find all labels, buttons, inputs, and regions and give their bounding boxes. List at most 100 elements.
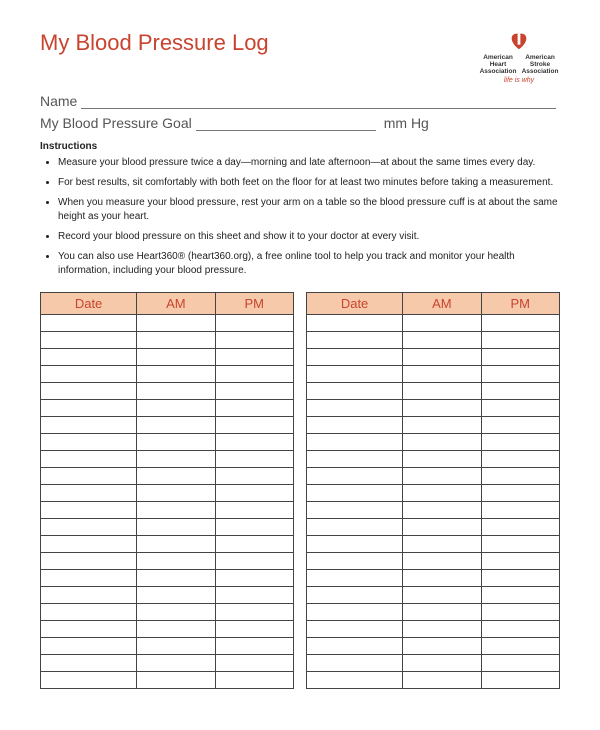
goal-input-line[interactable]	[196, 117, 376, 131]
table-cell[interactable]	[481, 485, 559, 502]
table-cell[interactable]	[215, 383, 293, 400]
table-cell[interactable]	[481, 349, 559, 366]
table-cell[interactable]	[41, 383, 137, 400]
table-cell[interactable]	[403, 604, 481, 621]
table-cell[interactable]	[481, 366, 559, 383]
table-cell[interactable]	[41, 366, 137, 383]
table-cell[interactable]	[403, 638, 481, 655]
table-cell[interactable]	[137, 621, 215, 638]
table-cell[interactable]	[403, 366, 481, 383]
table-cell[interactable]	[137, 332, 215, 349]
table-cell[interactable]	[41, 621, 137, 638]
table-cell[interactable]	[307, 485, 403, 502]
table-cell[interactable]	[481, 621, 559, 638]
table-cell[interactable]	[403, 502, 481, 519]
table-cell[interactable]	[215, 655, 293, 672]
table-cell[interactable]	[307, 434, 403, 451]
table-cell[interactable]	[215, 332, 293, 349]
table-cell[interactable]	[41, 315, 137, 332]
table-cell[interactable]	[137, 315, 215, 332]
table-cell[interactable]	[403, 672, 481, 689]
table-cell[interactable]	[403, 587, 481, 604]
table-cell[interactable]	[481, 604, 559, 621]
table-cell[interactable]	[307, 451, 403, 468]
table-cell[interactable]	[481, 468, 559, 485]
table-cell[interactable]	[41, 519, 137, 536]
table-cell[interactable]	[403, 383, 481, 400]
table-cell[interactable]	[215, 621, 293, 638]
table-cell[interactable]	[41, 502, 137, 519]
table-cell[interactable]	[403, 315, 481, 332]
table-cell[interactable]	[137, 417, 215, 434]
table-cell[interactable]	[215, 536, 293, 553]
table-cell[interactable]	[137, 655, 215, 672]
table-cell[interactable]	[403, 417, 481, 434]
table-cell[interactable]	[215, 468, 293, 485]
table-cell[interactable]	[137, 383, 215, 400]
table-cell[interactable]	[307, 468, 403, 485]
table-cell[interactable]	[215, 519, 293, 536]
table-cell[interactable]	[307, 349, 403, 366]
table-cell[interactable]	[137, 604, 215, 621]
table-cell[interactable]	[215, 434, 293, 451]
table-cell[interactable]	[215, 485, 293, 502]
table-cell[interactable]	[137, 468, 215, 485]
table-cell[interactable]	[403, 519, 481, 536]
table-cell[interactable]	[41, 638, 137, 655]
table-cell[interactable]	[307, 366, 403, 383]
table-cell[interactable]	[137, 349, 215, 366]
table-cell[interactable]	[307, 638, 403, 655]
table-cell[interactable]	[481, 536, 559, 553]
table-cell[interactable]	[481, 434, 559, 451]
table-cell[interactable]	[481, 672, 559, 689]
table-cell[interactable]	[481, 383, 559, 400]
table-cell[interactable]	[215, 315, 293, 332]
table-cell[interactable]	[137, 519, 215, 536]
table-cell[interactable]	[403, 621, 481, 638]
table-cell[interactable]	[41, 332, 137, 349]
table-cell[interactable]	[41, 604, 137, 621]
table-cell[interactable]	[307, 570, 403, 587]
table-cell[interactable]	[481, 502, 559, 519]
table-cell[interactable]	[307, 587, 403, 604]
table-cell[interactable]	[215, 502, 293, 519]
table-cell[interactable]	[307, 519, 403, 536]
table-cell[interactable]	[481, 570, 559, 587]
table-cell[interactable]	[481, 451, 559, 468]
table-cell[interactable]	[215, 587, 293, 604]
table-cell[interactable]	[137, 502, 215, 519]
table-cell[interactable]	[41, 417, 137, 434]
table-cell[interactable]	[215, 570, 293, 587]
table-cell[interactable]	[137, 400, 215, 417]
table-cell[interactable]	[403, 400, 481, 417]
table-cell[interactable]	[403, 332, 481, 349]
table-cell[interactable]	[403, 536, 481, 553]
table-cell[interactable]	[481, 553, 559, 570]
table-cell[interactable]	[403, 468, 481, 485]
table-cell[interactable]	[41, 553, 137, 570]
table-cell[interactable]	[137, 672, 215, 689]
table-cell[interactable]	[41, 485, 137, 502]
table-cell[interactable]	[137, 366, 215, 383]
table-cell[interactable]	[137, 536, 215, 553]
table-cell[interactable]	[403, 485, 481, 502]
table-cell[interactable]	[403, 451, 481, 468]
table-cell[interactable]	[215, 451, 293, 468]
table-cell[interactable]	[137, 485, 215, 502]
table-cell[interactable]	[137, 553, 215, 570]
table-cell[interactable]	[41, 672, 137, 689]
table-cell[interactable]	[215, 604, 293, 621]
table-cell[interactable]	[307, 383, 403, 400]
table-cell[interactable]	[481, 587, 559, 604]
table-cell[interactable]	[215, 417, 293, 434]
table-cell[interactable]	[403, 434, 481, 451]
table-cell[interactable]	[41, 349, 137, 366]
table-cell[interactable]	[481, 417, 559, 434]
table-cell[interactable]	[41, 434, 137, 451]
table-cell[interactable]	[307, 536, 403, 553]
table-cell[interactable]	[215, 672, 293, 689]
table-cell[interactable]	[137, 434, 215, 451]
table-cell[interactable]	[403, 570, 481, 587]
table-cell[interactable]	[41, 587, 137, 604]
table-cell[interactable]	[307, 315, 403, 332]
